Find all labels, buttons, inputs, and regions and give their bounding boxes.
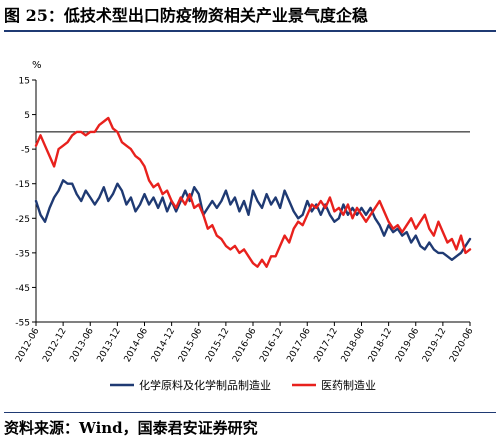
series-layer (34, 116, 472, 268)
y-tick-label: 15 (19, 77, 30, 87)
x-tick-label: 2016-06 (231, 326, 259, 364)
series-line-2 (34, 116, 472, 268)
y-axis-unit-label: % (32, 60, 42, 71)
y-tick-label: 5 (24, 111, 30, 121)
x-tick-label: 2012-06 (14, 326, 42, 364)
x-tick-label: 2020-06 (448, 326, 476, 364)
series-line-1 (34, 179, 472, 261)
x-tick-label: 2015-12 (204, 327, 231, 365)
y-tick-label: -35 (15, 249, 30, 259)
x-tick-label: 2013-06 (68, 326, 96, 364)
x-tick-label: 2018-06 (340, 326, 368, 364)
x-tick-label: 2014-12 (150, 327, 177, 365)
legend-label-1: 化学原料及化学制品制造业 (139, 378, 271, 392)
y-tick-label: -55 (15, 319, 30, 329)
y-tick-label: -15 (15, 180, 30, 190)
source-note: 资料来源：Wind，国泰君安证券研究 (4, 412, 496, 440)
x-tick-label: 2017-12 (313, 327, 340, 365)
x-tick-label: 2017-06 (285, 326, 313, 364)
legend-label-2: 医药制造业 (321, 378, 376, 392)
y-tick-label: -5 (21, 146, 30, 156)
x-tick-label: 2016-12 (258, 327, 285, 365)
x-tick-label: 2014-06 (123, 326, 151, 364)
legend: 化学原料及化学制品制造业 医药制造业 (110, 378, 376, 392)
x-tick-label: 2015-06 (177, 326, 205, 364)
x-tick-label: 2012-12 (41, 327, 68, 365)
y-tick-label: -25 (15, 215, 30, 225)
x-tick-label: 2018-12 (367, 327, 394, 365)
figure-title: 图 25：低技术型出口防疫物资相关产业景气度企稳 (4, 3, 496, 32)
x-tick-label: 2013-12 (96, 327, 123, 365)
y-tick-label: -45 (15, 284, 30, 294)
x-tick-label: 2019-06 (394, 326, 422, 364)
x-tick-label: 2019-12 (421, 327, 448, 365)
